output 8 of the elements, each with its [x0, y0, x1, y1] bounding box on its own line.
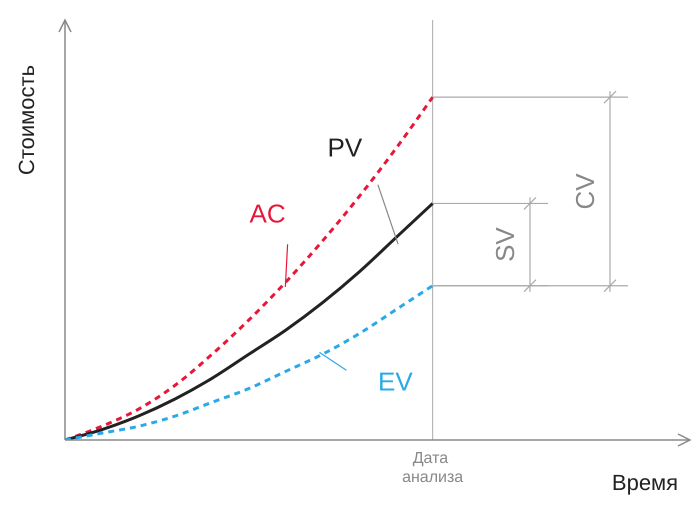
- text: PV: [328, 132, 363, 163]
- annotation: CV: [570, 172, 600, 210]
- series-label: EV: [378, 366, 414, 396]
- y-axis-title: Стоимость: [14, 64, 39, 176]
- text: Дата анализа: [402, 450, 464, 486]
- annotation: SV: [490, 226, 520, 262]
- x-axis-title: Время: [612, 470, 678, 495]
- series-label: AC: [250, 198, 286, 228]
